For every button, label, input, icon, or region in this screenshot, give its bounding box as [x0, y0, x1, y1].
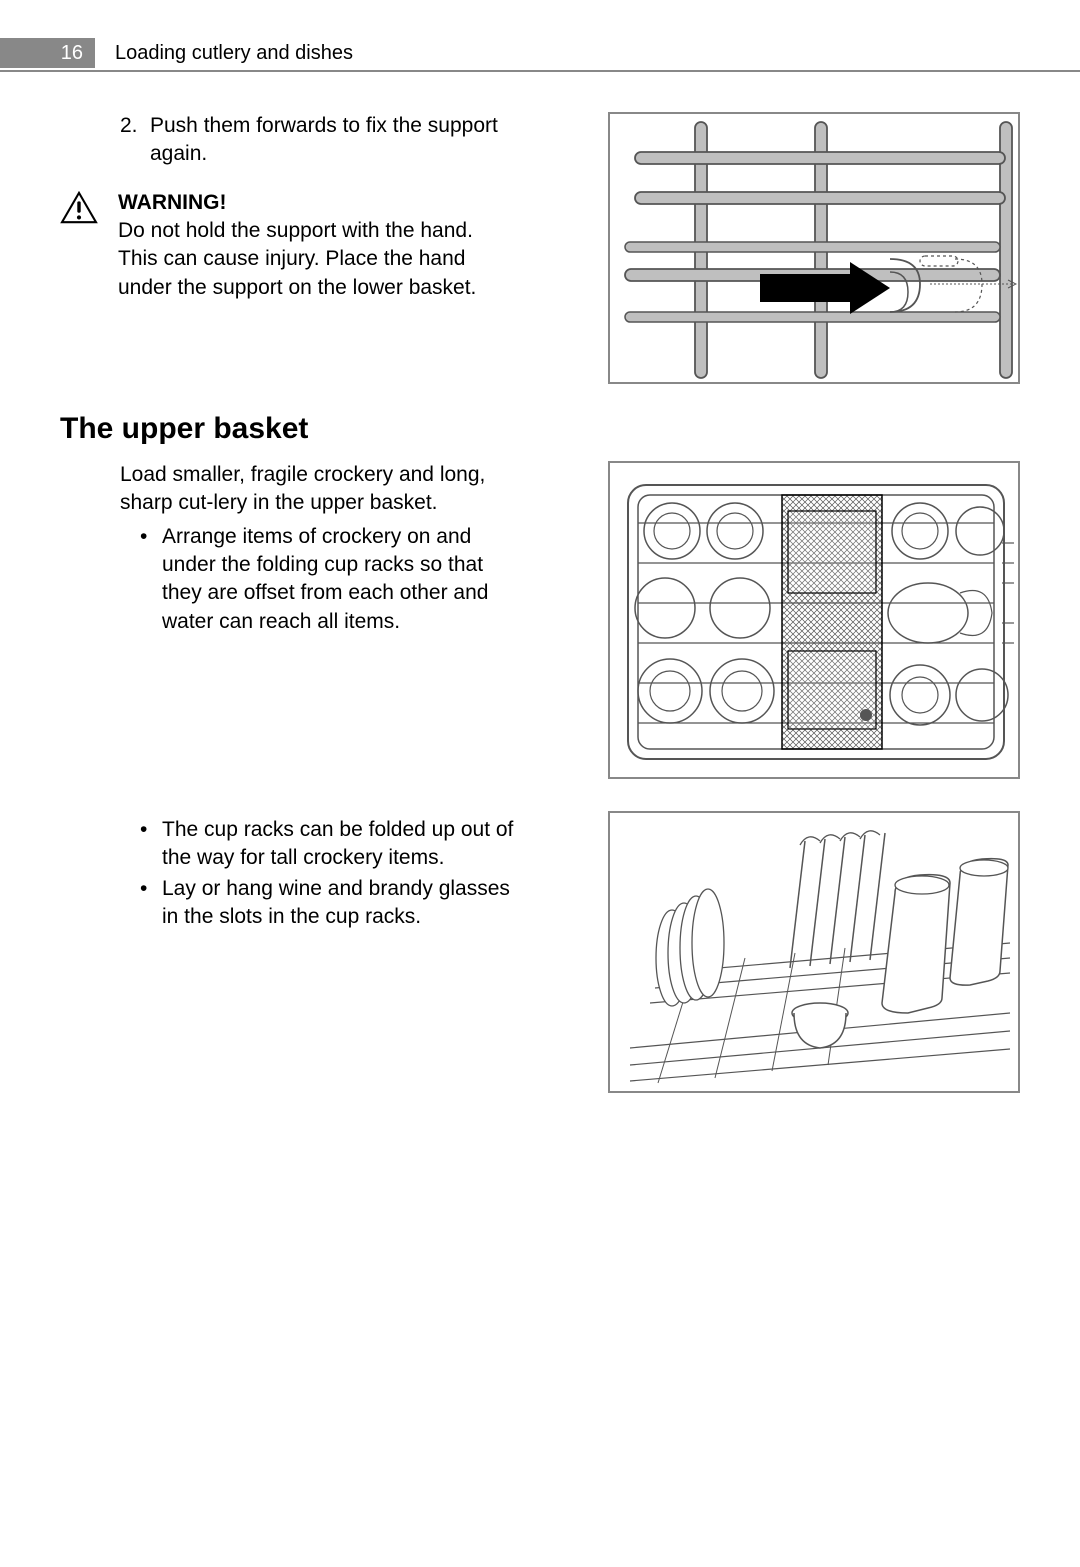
page-header: 16 Loading cutlery and dishes — [0, 38, 1080, 72]
warning-label: WARNING! — [118, 189, 515, 217]
bullet-arrange-crockery: • Arrange items of crockery on and under… — [140, 523, 515, 636]
page-content: 2. Push them forwards to fix the support… — [0, 112, 1080, 1093]
upper-basket-bullets-2: • The cup racks can be folded up out of … — [140, 816, 515, 931]
warning-body: Do not hold the support with the hand. T… — [118, 217, 515, 302]
section-lower-basket-continued: 2. Push them forwards to fix the support… — [60, 112, 1020, 384]
section-cup-racks: • The cup racks can be folded up out of … — [60, 811, 1020, 1093]
bullet-arrange-text: Arrange items of crockery on and under t… — [162, 523, 515, 636]
warning-block: WARNING! Do not hold the support with th… — [60, 189, 515, 302]
step-2-number: 2. — [120, 112, 150, 169]
warning-text-container: WARNING! Do not hold the support with th… — [118, 189, 515, 302]
step-2: 2. Push them forwards to fix the support… — [120, 112, 515, 169]
bullet-wine-text: Lay or hang wine and brandy glasses in t… — [162, 875, 515, 932]
bullet-wine-glasses: • Lay or hang wine and brandy glasses in… — [140, 875, 515, 932]
bullet-dot: • — [140, 523, 162, 636]
bullet-dot: • — [140, 875, 162, 932]
upper-basket-title: The upper basket — [60, 412, 1020, 446]
bullet-fold-text: The cup racks can be folded up out of th… — [162, 816, 515, 873]
bullet-cup-racks-fold: • The cup racks can be folded up out of … — [140, 816, 515, 873]
section3-text-column: • The cup racks can be folded up out of … — [60, 811, 535, 1093]
section-upper-basket: Load smaller, fragile crockery and long,… — [60, 461, 1020, 779]
figure-upper-basket-top-view — [608, 461, 1020, 779]
page-number: 16 — [61, 42, 83, 65]
page-number-box: 16 — [0, 38, 95, 68]
header-section-title: Loading cutlery and dishes — [115, 42, 353, 65]
section2-text-column: Load smaller, fragile crockery and long,… — [60, 461, 535, 779]
figure-support-push — [608, 112, 1020, 384]
upper-basket-intro: Load smaller, fragile crockery and long,… — [120, 461, 515, 518]
upper-basket-bullets-1: • Arrange items of crockery on and under… — [140, 523, 515, 636]
step-2-text: Push them forwards to fix the support ag… — [150, 112, 515, 169]
warning-icon — [60, 191, 98, 225]
bullet-dot: • — [140, 816, 162, 873]
section1-text-column: 2. Push them forwards to fix the support… — [60, 112, 535, 384]
figure-cup-racks-perspective — [608, 811, 1020, 1093]
